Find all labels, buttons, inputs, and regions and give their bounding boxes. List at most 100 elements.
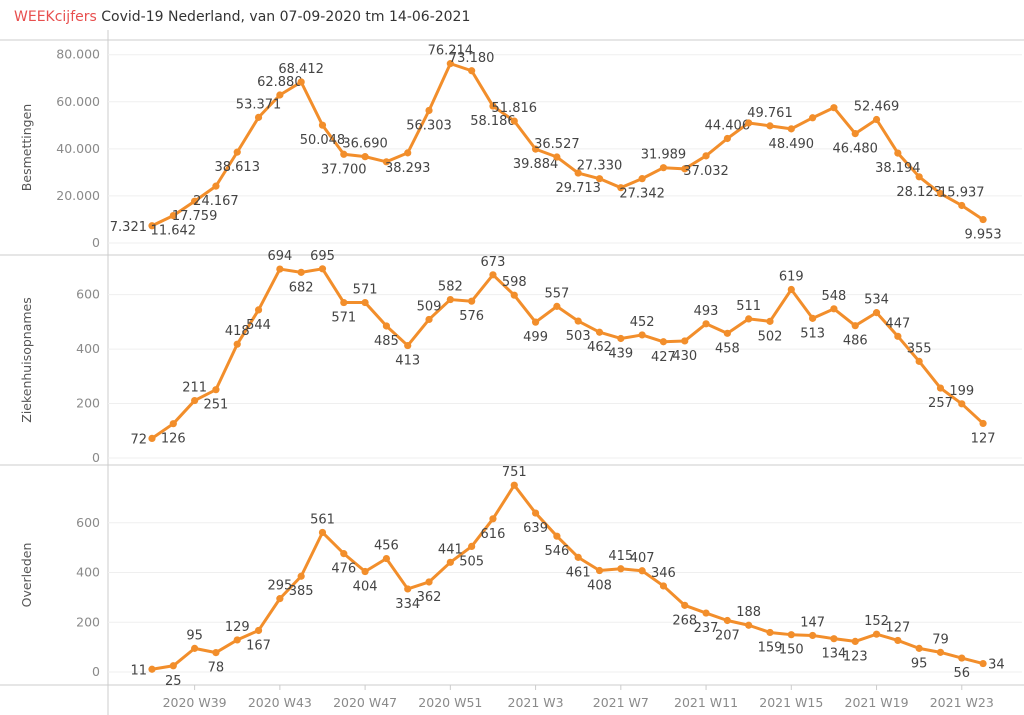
- data-label: 78: [208, 661, 225, 676]
- data-point: [595, 328, 604, 336]
- y-tick-label: 600: [76, 515, 100, 530]
- data-label: 29.713: [555, 181, 601, 196]
- data-label: 56.303: [406, 118, 452, 133]
- data-point: [766, 317, 774, 325]
- data-point: [148, 222, 156, 230]
- data-label: 127: [971, 431, 996, 446]
- data-label: 95: [911, 656, 928, 671]
- data-label: 418: [225, 324, 250, 339]
- data-label: 509: [417, 299, 442, 314]
- data-label: 598: [502, 275, 527, 290]
- data-label: 68.412: [278, 62, 324, 77]
- data-label: 673: [481, 255, 506, 270]
- data-label: 37.032: [683, 164, 729, 179]
- data-label: 639: [523, 521, 548, 536]
- y-tick-label: 600: [76, 287, 100, 302]
- title-text: Covid-19 Nederland, van 07-09-2020 tm 14…: [96, 9, 471, 25]
- data-point: [446, 295, 454, 304]
- x-tick-label: 2020 W51: [418, 695, 482, 710]
- data-label: 9.953: [964, 228, 1001, 243]
- data-point: [894, 332, 902, 340]
- data-label: 458: [715, 341, 740, 356]
- y-tick-label: 0: [92, 235, 100, 250]
- data-label: 461: [566, 565, 591, 580]
- x-tick-label: 2020 W47: [333, 695, 397, 710]
- data-label: 546: [544, 544, 569, 559]
- data-point: [830, 104, 838, 112]
- data-point: [809, 114, 817, 122]
- x-tick-label: 2021 W23: [930, 695, 994, 710]
- data-point: [595, 175, 604, 183]
- data-point: [958, 201, 966, 210]
- data-label: 486: [843, 334, 868, 349]
- data-label: 51.816: [492, 101, 538, 116]
- data-point: [872, 630, 881, 638]
- data-label: 38.613: [214, 160, 260, 175]
- data-point: [681, 337, 689, 345]
- data-label: 503: [566, 329, 591, 344]
- data-point: [468, 297, 476, 305]
- data-point: [404, 149, 412, 157]
- data-point: [446, 558, 454, 566]
- data-label: 452: [630, 315, 655, 330]
- data-point: [404, 585, 412, 593]
- data-label: 415: [608, 549, 633, 564]
- data-label: 167: [246, 638, 271, 653]
- data-point: [809, 314, 817, 322]
- x-tick-label: 2020 W43: [248, 695, 312, 710]
- data-point: [425, 315, 433, 324]
- data-point: [489, 515, 497, 523]
- data-point: [340, 550, 348, 558]
- data-point: [233, 636, 241, 644]
- data-point: [766, 122, 774, 130]
- y-tick-label: 200: [76, 614, 100, 629]
- data-label: 127: [885, 620, 910, 635]
- data-point: [958, 400, 966, 408]
- data-label: 15.937: [939, 185, 985, 200]
- data-point: [723, 329, 731, 337]
- data-label: 513: [800, 326, 825, 341]
- data-point: [787, 631, 795, 639]
- data-point: [617, 565, 625, 573]
- data-label: 76.214: [428, 44, 474, 59]
- data-point: [574, 553, 582, 561]
- data-label: 355: [907, 341, 932, 356]
- data-label: 36.527: [534, 137, 580, 152]
- y-tick-label: 0: [92, 450, 100, 465]
- x-tick-label: 2021 W15: [759, 695, 823, 710]
- data-label: 211: [182, 381, 207, 396]
- y-axis-title: Ziekenhuisopnames: [19, 297, 34, 423]
- y-tick-label: 0: [92, 664, 100, 679]
- data-point: [169, 211, 177, 220]
- x-tick-label: 2021 W3: [508, 695, 564, 710]
- data-label: 72: [130, 432, 147, 447]
- data-point: [425, 578, 433, 586]
- data-label: 24.167: [193, 194, 239, 209]
- data-point: [446, 60, 454, 68]
- data-label: 11.642: [151, 224, 197, 239]
- data-label: 430: [672, 349, 697, 364]
- data-point: [148, 665, 156, 673]
- data-label: 694: [267, 249, 292, 264]
- data-point: [361, 298, 369, 307]
- data-label: 129: [225, 620, 250, 635]
- data-point: [681, 601, 689, 609]
- data-point: [531, 318, 540, 326]
- data-label: 571: [353, 283, 378, 298]
- data-point: [617, 334, 625, 343]
- data-label: 295: [267, 579, 292, 594]
- data-point: [212, 386, 220, 394]
- y-tick-label: 400: [76, 565, 100, 580]
- data-label: 499: [523, 330, 548, 345]
- data-point: [723, 134, 731, 143]
- data-label: 147: [800, 615, 825, 630]
- data-point: [553, 302, 561, 310]
- data-label: 237: [694, 621, 719, 636]
- data-label: 27.342: [619, 187, 665, 202]
- data-label: 39.884: [513, 157, 559, 172]
- data-point: [787, 125, 795, 133]
- series-line-besmettingen: [151, 62, 984, 228]
- data-label: 150: [779, 643, 804, 658]
- data-label: 38.293: [385, 161, 431, 176]
